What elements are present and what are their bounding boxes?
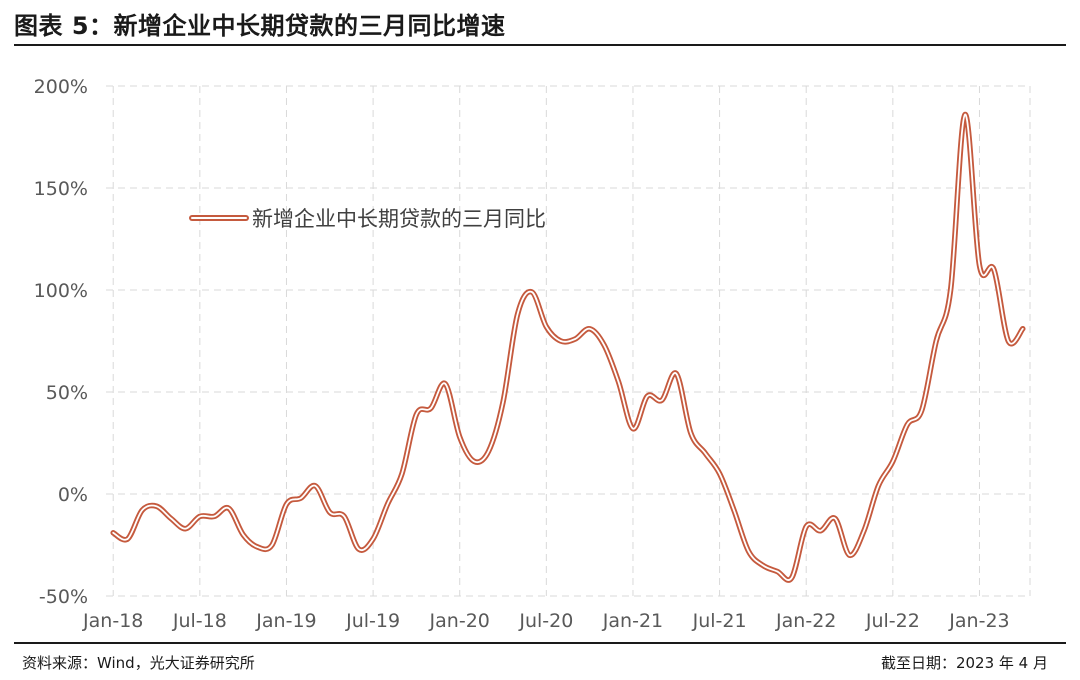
data-point [863, 530, 865, 532]
figure-title: 图表 5：新增企业中长期贷款的三月同比增速 [14, 12, 506, 40]
data-point [516, 313, 519, 316]
data-point [719, 473, 721, 475]
source-note: 资料来源：Wind，光大证券研究所 [22, 654, 255, 672]
data-point [877, 485, 880, 487]
data-point [704, 452, 706, 454]
data-point [170, 517, 172, 520]
x-tick-label: Jul-19 [345, 610, 400, 632]
data-point [329, 511, 331, 513]
data-point [127, 538, 129, 540]
x-axis-ticks: Jan-18 Jul-18 Jan-19 Jul-19 Jan-20 Jul-20 Jan-… [82, 610, 1010, 632]
x-tick-label: Jan-20 [429, 610, 490, 632]
data-point [776, 570, 778, 573]
x-tick-label: Jul-21 [692, 610, 747, 632]
y-tick-label: -50% [39, 586, 88, 608]
data-point [545, 326, 547, 328]
data-point [271, 544, 273, 546]
legend-label: 新增企业中长期贷款的三月同比 [252, 207, 546, 231]
data-point [733, 509, 735, 511]
data-point [762, 564, 764, 567]
data-point [444, 383, 446, 385]
legend: 新增企业中长期贷款的三月同比 [189, 207, 546, 231]
data-point [589, 328, 591, 330]
data-point [213, 515, 215, 518]
x-tick-label: Jul-20 [518, 610, 573, 632]
x-tick-label: Jan-23 [948, 610, 1009, 632]
data-point [531, 291, 533, 293]
data-point [488, 450, 490, 452]
y-axis-ticks: -50% 0% 50% 100% 150% 200% [34, 76, 88, 608]
data-point [257, 546, 259, 548]
data-point [921, 409, 923, 411]
data-point [300, 497, 302, 499]
y-tick-label: 200% [34, 76, 88, 98]
title-underline [14, 44, 1066, 46]
data-point [820, 530, 822, 532]
series-line-outline [110, 111, 1026, 583]
data-point [906, 424, 908, 426]
series-line-inner [112, 113, 1024, 581]
data-point [314, 485, 316, 487]
data-point [184, 528, 186, 530]
as-of-date: 截至日期：2023 年 4 月 [880, 654, 1048, 672]
data-point [560, 340, 562, 342]
data-point [747, 550, 750, 552]
y-tick-label: 50% [46, 382, 88, 404]
data-point [690, 432, 692, 434]
data-point [675, 373, 677, 375]
data-point [112, 532, 114, 534]
x-tick-label: Jan-21 [602, 610, 663, 632]
data-point [502, 401, 504, 403]
data-point [358, 548, 360, 550]
x-tick-label: Jul-18 [172, 610, 227, 632]
data-point [228, 507, 230, 509]
data-point [430, 407, 432, 409]
data-point [343, 515, 345, 518]
data-point [632, 428, 634, 430]
data-point [415, 413, 417, 415]
data-point [372, 538, 374, 540]
data-point [603, 344, 605, 346]
y-tick-label: 0% [58, 484, 88, 506]
x-tick-label: Jan-22 [775, 610, 836, 632]
y-tick-label: 100% [34, 280, 88, 302]
data-point [242, 534, 244, 536]
data-point [834, 517, 836, 520]
data-point [473, 460, 475, 462]
data-point [285, 503, 288, 505]
series-layer [110, 111, 1026, 583]
data-point [935, 340, 937, 342]
data-point [805, 526, 807, 528]
data-point [386, 503, 389, 505]
data-point [141, 509, 143, 511]
data-point [401, 473, 403, 475]
data-point [155, 505, 158, 507]
data-point [964, 114, 966, 116]
x-tick-label: Jan-19 [255, 610, 316, 632]
data-point [661, 399, 663, 401]
x-tick-label: Jan-18 [82, 610, 143, 632]
y-tick-label: 150% [34, 178, 88, 200]
data-point [646, 395, 649, 397]
data-point [950, 289, 952, 291]
data-point [892, 460, 894, 462]
data-point [199, 515, 201, 518]
data-point [1022, 328, 1024, 330]
data-point [993, 269, 995, 271]
data-point [848, 554, 851, 556]
data-point [617, 381, 620, 383]
data-point [978, 264, 981, 267]
data-point [1007, 340, 1009, 342]
data-point [459, 436, 461, 438]
x-tick-label: Jul-22 [865, 610, 920, 632]
data-point [574, 338, 576, 340]
footer-rule [14, 642, 1066, 644]
data-point [791, 577, 793, 579]
